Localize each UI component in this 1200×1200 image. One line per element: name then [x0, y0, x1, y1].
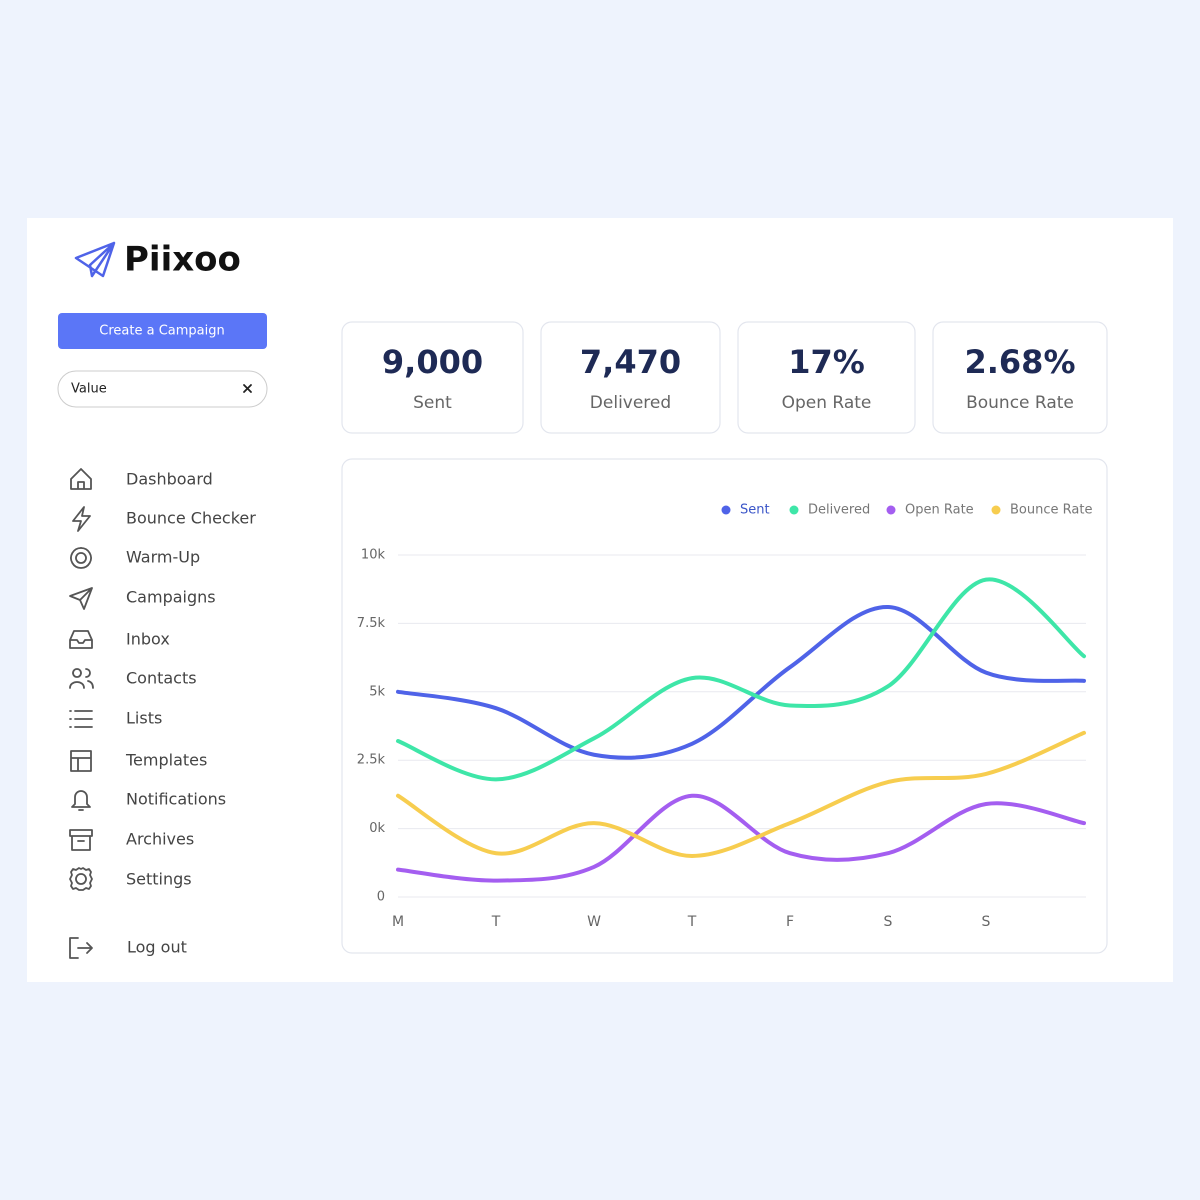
x-tick-label: S	[982, 914, 991, 930]
nav-item[interactable]: Bounce Checker	[126, 509, 256, 528]
nav-item[interactable]: Dashboard	[126, 470, 213, 489]
nav-icon[interactable]	[69, 587, 93, 610]
legend-label: Delivered	[808, 503, 870, 518]
nav-item[interactable]: Contacts	[126, 669, 197, 688]
nav-icon[interactable]	[69, 710, 93, 728]
nav-item[interactable]: Warm-Up	[126, 548, 200, 567]
series-line	[396, 577, 1086, 782]
search-field[interactable]	[57, 370, 268, 408]
create-button-label[interactable]: Create a Campaign	[99, 324, 224, 339]
nav-icon[interactable]	[69, 630, 93, 649]
legend-label: Bounce Rate	[1010, 503, 1092, 518]
clear-icon[interactable]	[243, 384, 252, 393]
nav-icon[interactable]	[69, 829, 93, 851]
stats: 9,000 Sent 7,470 Delivered 17% Open Rate 2.68%…	[341, 321, 1108, 434]
y-tick-label: 0	[377, 890, 385, 905]
nav-item[interactable]: Campaigns	[126, 588, 216, 607]
series-line	[396, 730, 1086, 858]
chart: 10k 7.5k 5k 2.5k 0k 0M T W T F S S Sent Delivered Open…	[357, 503, 1093, 931]
nav-item[interactable]: Notifications	[126, 790, 226, 809]
legend-swatch	[991, 505, 1001, 515]
stat-label: Open Rate	[782, 393, 872, 413]
create-button[interactable]	[58, 313, 267, 349]
y-tick-label: 7.5k	[357, 616, 386, 631]
nav-icon[interactable]	[72, 506, 91, 532]
stat-card	[341, 321, 524, 434]
nav-icon[interactable]	[69, 668, 94, 689]
stat-value: 2.68%	[964, 343, 1075, 381]
nav-item[interactable]: Inbox	[126, 630, 170, 649]
x-tick-label: T	[687, 914, 697, 930]
series-line	[396, 604, 1086, 760]
nav-item[interactable]: Settings	[126, 870, 192, 889]
stat-label: Bounce Rate	[966, 393, 1074, 413]
x-tick-label: T	[491, 914, 501, 930]
search-value[interactable]: Value	[71, 382, 107, 397]
series-line	[396, 793, 1086, 883]
stat-value: 7,470	[580, 343, 681, 381]
x-tick-label: M	[392, 914, 404, 930]
y-tick-label: 5k	[369, 684, 385, 699]
nav: Dashboard Bounce Checker Warm-Up Campaigns I…	[69, 468, 256, 891]
stat-value: 9,000	[382, 343, 483, 381]
legend-swatch	[886, 505, 896, 515]
x-tick-label: W	[587, 914, 601, 930]
legend-swatch	[789, 505, 799, 515]
y-tick-label: 0k	[369, 821, 385, 836]
y-tick-label: 10k	[361, 548, 386, 563]
y-tick-label: 2.5k	[357, 753, 386, 768]
legend-label: Sent	[740, 503, 770, 518]
nav-item[interactable]: Archives	[126, 830, 194, 849]
logout[interactable]: Log out	[127, 938, 187, 957]
x-tick-label: F	[786, 914, 794, 930]
nav-item[interactable]: Lists	[126, 709, 162, 728]
logout-icon[interactable]	[69, 937, 93, 959]
logo-icon	[74, 241, 116, 278]
nav-icon[interactable]	[70, 547, 92, 569]
stat-card	[932, 321, 1108, 434]
stat-value: 17%	[788, 343, 865, 381]
x-tick-label: S	[884, 914, 893, 930]
stat-card	[737, 321, 916, 434]
stat-label: Delivered	[590, 393, 671, 413]
legend-swatch	[721, 505, 731, 515]
stat-label: Sent	[413, 393, 452, 413]
nav-icon[interactable]	[71, 790, 91, 811]
nav-icon[interactable]	[70, 750, 92, 772]
stat-card	[540, 321, 721, 434]
chart-card	[341, 458, 1108, 954]
nav-item[interactable]: Templates	[125, 751, 207, 770]
legend-label: Open Rate	[905, 503, 974, 518]
nav-icon[interactable]	[70, 468, 92, 490]
nav-icon[interactable]	[69, 867, 93, 891]
logo: Piixoo	[124, 240, 241, 280]
